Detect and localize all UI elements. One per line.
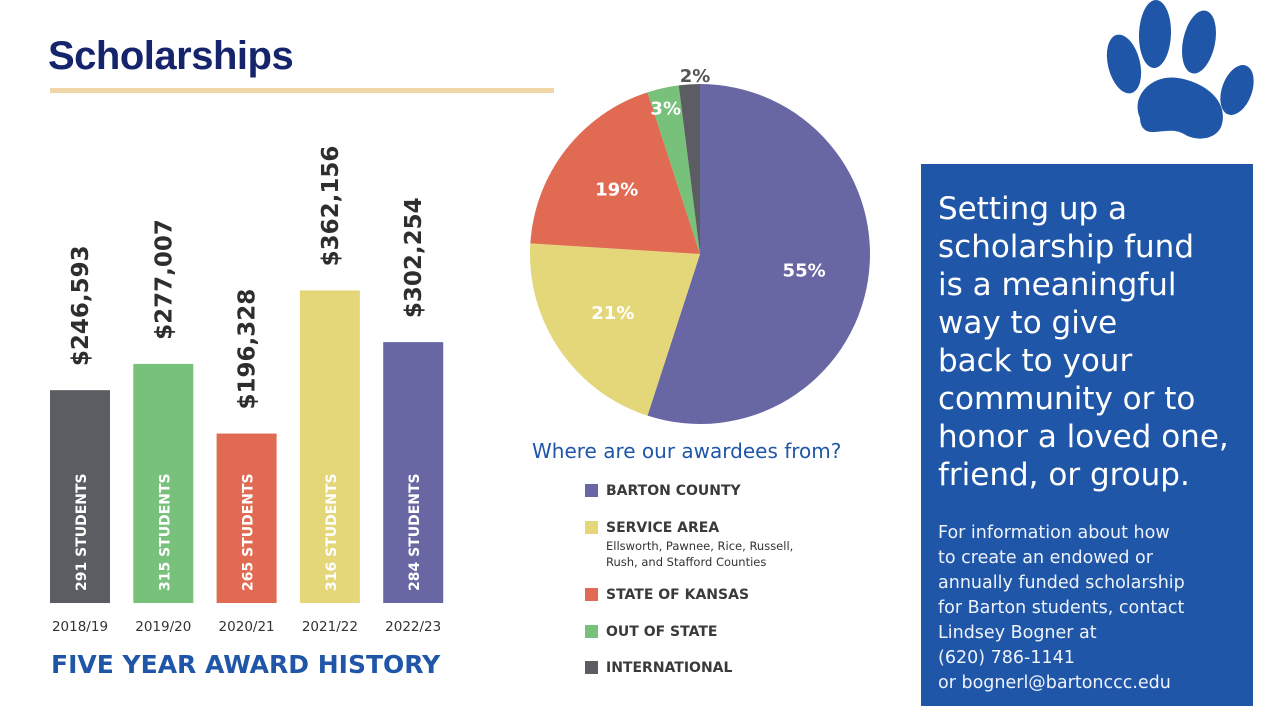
x-tick-label: 2020/21 [219, 619, 275, 635]
info-contact: For information about how to create an e… [938, 523, 1185, 693]
x-tick-label: 2018/19 [52, 619, 108, 635]
bar-value-label: $362,156 [318, 146, 344, 267]
pie-slice-label: 2% [680, 66, 711, 87]
bar-2019-20 [133, 363, 194, 603]
pie-slice-label: 19% [595, 179, 638, 200]
bar-students-label: 284 STUDENTS [407, 473, 423, 591]
bar-chart-award-history: $246,593 291 STUDENTS 2018/19 $277,007 315 S… [50, 146, 444, 679]
bar-2022-23 [383, 342, 444, 603]
legend-sublabel: Ellsworth, Pawnee, Rice, Russell, Rush, … [606, 539, 794, 569]
legend-label: OUT OF STATE [606, 624, 718, 640]
pie-slice-label: 55% [783, 260, 826, 281]
bar-value-label: $277,007 [151, 219, 177, 340]
x-tick-label: 2022/23 [385, 619, 441, 635]
page-title: Scholarships [48, 34, 294, 78]
bar-value-label: $196,328 [235, 289, 261, 410]
pie-slice-label: 3% [650, 99, 681, 120]
title-underline [50, 88, 554, 93]
info-headline: Setting up a scholarship fund is a meani… [938, 191, 1229, 493]
pie-chart-awardee-origin: 55% 21% 19% 3% 2% [530, 66, 870, 424]
pie-chart-title: Where are our awardees from? [532, 439, 842, 463]
legend-label: BARTON COUNTY [606, 483, 741, 499]
bar-2018-19 [50, 390, 110, 603]
pie-slice-label: 21% [591, 303, 634, 324]
pie-slice-international [678, 84, 700, 254]
pie-slice-state-of-kansas [530, 92, 700, 254]
legend-label: STATE OF KANSAS [606, 587, 750, 603]
copyright-mark: © [1222, 117, 1235, 132]
pie-slice-barton-county [647, 84, 870, 424]
legend-swatch [585, 625, 598, 638]
bar-students-label: 291 STUDENTS [74, 473, 90, 591]
legend-swatch [585, 661, 598, 674]
legend-swatch [585, 484, 598, 497]
legend-label: INTERNATIONAL [606, 660, 733, 676]
bar-2021-22 [299, 290, 360, 603]
bar-students-label: 265 STUDENTS [241, 473, 257, 591]
pie-slice-service-area [530, 243, 700, 416]
bar-students-label: 316 STUDENTS [324, 473, 340, 591]
legend-label: SERVICE AREA [606, 520, 720, 536]
bar-2020-21 [216, 433, 277, 603]
bar-value-label: $302,254 [401, 197, 427, 318]
x-tick-label: 2019/20 [135, 619, 191, 635]
bar-value-label: $246,593 [68, 245, 94, 366]
x-tick-label: 2021/22 [302, 619, 358, 635]
legend-swatch [585, 588, 598, 601]
paw-print-icon: © [1106, 0, 1254, 139]
info-panel [921, 164, 1253, 706]
bar-chart-title: FIVE YEAR AWARD HISTORY [51, 650, 441, 679]
bar-students-label: 315 STUDENTS [157, 473, 173, 591]
legend-swatch [585, 521, 598, 534]
pie-slice-out-of-state [647, 85, 700, 254]
